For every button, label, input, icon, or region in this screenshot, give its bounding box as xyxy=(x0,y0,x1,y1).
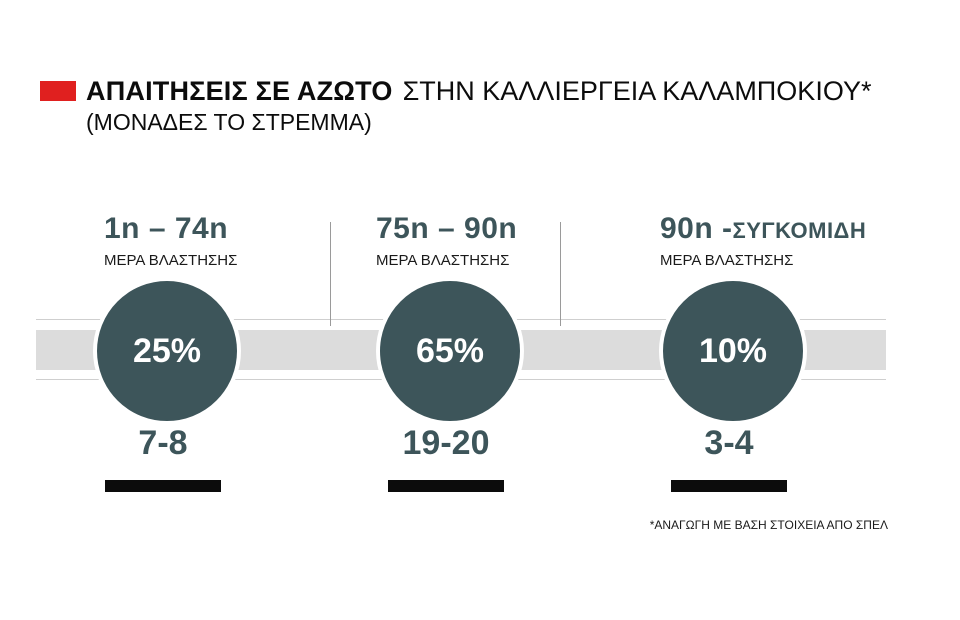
phase-1-range: 1n – 74n xyxy=(104,212,228,246)
title-accent-block xyxy=(40,81,76,101)
phase-1-percent: 25% xyxy=(132,331,202,370)
phase-2-bar xyxy=(388,480,504,492)
title-rest: ΣΤΗΝ ΚΑΛΛΙΕΡΓΕΙΑ ΚΑΛΑΜΠΟΚΙΟΥ* xyxy=(402,75,872,106)
footnote: *ΑΝΑΓΩΓΗ ΜΕ ΒΑΣΗ ΣΤΟΙΧΕΙΑ ΑΠΟ ΣΠΕΛ xyxy=(649,518,888,532)
phase-1-units: 7-8 xyxy=(138,424,188,462)
phase-2-percent: 65% xyxy=(415,331,485,370)
phase-3-sub: ΜΕΡΑ ΒΛΑΣΤΗΣΗΣ xyxy=(660,252,794,269)
phase-3-range-suffix: ΣΥΓΚΟΜΙΔΗ xyxy=(732,218,867,243)
phase-1-sub: ΜΕΡΑ ΒΛΑΣΤΗΣΗΣ xyxy=(104,252,238,269)
phase-2-range: 75n – 90n xyxy=(376,212,517,246)
phase-2-range-text: 75n – 90n xyxy=(376,212,518,245)
phase-3-circle: 10% xyxy=(659,277,807,425)
phase-3-units: 3-4 xyxy=(704,424,754,462)
phase-3-range: 90n -ΣΥΓΚΟΜΙΔΗ xyxy=(660,212,866,246)
phase-3-range-text: 90n - xyxy=(660,212,733,245)
phase-divider-2 xyxy=(560,222,561,326)
phase-2-units: 19-20 xyxy=(402,424,490,462)
phase-1-range-text: 1n – 74n xyxy=(104,212,229,245)
phase-divider-1 xyxy=(330,222,331,326)
phase-1-circle: 25% xyxy=(93,277,241,425)
phase-1-bar xyxy=(105,480,221,492)
phase-2-sub: ΜΕΡΑ ΒΛΑΣΤΗΣΗΣ xyxy=(376,252,510,269)
title-row: ΑΠΑΙΤΗΣΕΙΣ ΣΕ ΑΖΩΤΟ ΣΤΗΝ ΚΑΛΛΙΕΡΓΕΙΑ ΚΑΛ… xyxy=(40,74,871,108)
phase-2-circle: 65% xyxy=(376,277,524,425)
phase-3-bar xyxy=(671,480,787,492)
subtitle: (ΜΟΝΑΔΕΣ ΤΟ ΣΤΡΕΜΜΑ) xyxy=(86,109,372,135)
title-bold: ΑΠΑΙΤΗΣΕΙΣ ΣΕ ΑΖΩΤΟ xyxy=(86,75,393,106)
phase-3-percent: 10% xyxy=(698,331,768,370)
